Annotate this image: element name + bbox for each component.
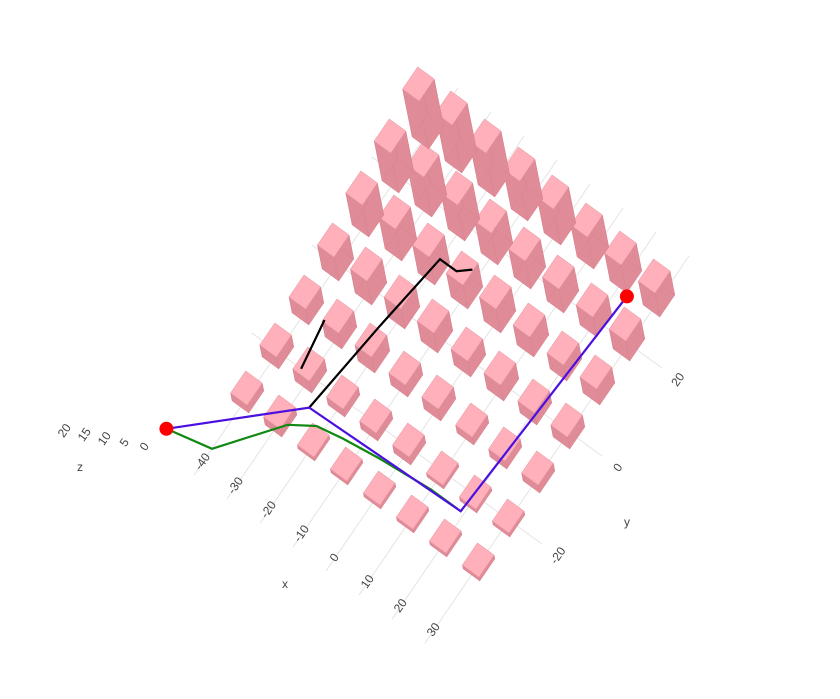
obstacle-top [292,346,325,382]
obstacle-top [483,350,516,386]
x-tick-label: 30 [424,620,443,639]
obstacle-top [259,322,292,358]
obstacle-top [435,90,468,126]
obstacle-top [546,330,579,366]
z-tick-label: 20 [55,421,74,440]
z-axis-title: z [77,460,83,474]
grid-line [292,159,558,548]
y-tick-label: 20 [668,370,687,389]
obstacle-top [354,322,387,358]
obstacle-top [488,426,521,462]
obstacle-top [440,170,473,206]
x-tick-label: -30 [225,474,247,497]
obstacle-top [492,498,525,534]
path-line [300,257,473,409]
obstacle-top [542,254,575,290]
obstacle-top [373,118,407,154]
obstacle-top [412,222,445,258]
obstacle-top [502,146,536,182]
obstacle-top [230,370,263,406]
obstacle-top [536,174,569,210]
obstacle-top [396,494,429,530]
grid-line [193,87,459,476]
obstacle-top [297,422,330,458]
obstacle-top [402,66,435,102]
obstacle-top [421,374,454,410]
obstacle-top [363,470,396,506]
obstacle-top [378,194,411,230]
obstacle-top [517,378,550,414]
y-tick-label: 0 [610,461,625,475]
obstacle-top [406,142,440,178]
obstacle-top [426,450,459,486]
obstacle-top [321,298,354,334]
z-tick-label: 10 [95,429,114,448]
z-tick-label: 15 [75,425,94,444]
obstacle-top [392,422,425,458]
obstacle-top [512,302,546,338]
grid-line [424,255,690,644]
x-tick-label: 10 [358,572,377,591]
obstacle-top [450,326,483,362]
obstacle-top [429,518,462,554]
obstacle-top [608,306,642,342]
endpoint [159,421,174,436]
obstacle-top [388,350,421,386]
obstacle-top [604,230,637,266]
obstacle-top [326,374,359,410]
obstacle-top [570,202,603,238]
obstacle-top [350,246,383,282]
path-line [166,295,628,513]
grid-line [259,135,525,524]
obstacle-top [446,250,479,286]
obstacle-top [638,258,671,294]
y-tick-label: -20 [547,544,569,567]
grid-line [358,207,624,596]
x-tick-label: -10 [291,522,313,545]
obstacle-top [469,118,502,154]
obstacle-top [345,170,378,206]
x-tick-label: -20 [258,498,280,521]
grid-line [391,231,657,620]
x-tick-label: 0 [327,551,342,565]
z-tick-label: 0 [137,440,152,454]
obstacle-top [462,542,495,578]
y-axis-title: y [624,515,630,529]
z-tick-label: 5 [117,436,132,450]
obstacle-top [455,402,488,438]
grid-line [226,111,492,500]
x-axis-title: x [282,577,288,591]
grid-line [325,183,591,572]
obstacle-top [550,402,583,438]
obstacle-top [575,282,609,318]
endpoint [619,289,634,304]
x-tick-label: -40 [192,450,214,473]
obstacle-top [288,274,321,310]
obstacle-top [521,450,554,486]
obstacle-top [330,446,363,482]
obstacle-top [317,222,350,258]
obstacle-top [416,298,450,334]
obstacle-top [479,274,512,310]
obstacle-top [579,354,612,390]
x-tick-label: 20 [391,596,410,615]
obstacle-top [474,198,507,234]
obstacle-top [359,398,392,434]
obstacle-top [508,226,541,262]
